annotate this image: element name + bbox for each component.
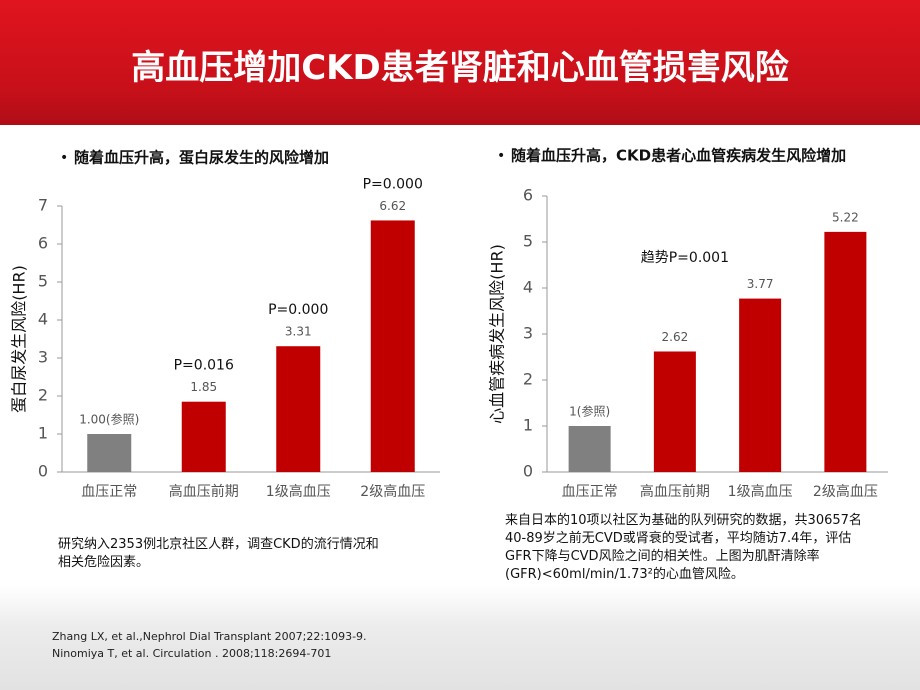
bar <box>181 401 226 472</box>
bar <box>568 426 611 472</box>
note-line: GFR下降与CVD风险之间的相关性。上图为肌酐清除率 <box>505 549 820 564</box>
y-tick-label: 4 <box>523 278 533 297</box>
reference: Zhang LX, et al.,Nephrol Dial Transplant… <box>52 630 367 643</box>
value-label: 3.31 <box>285 325 312 339</box>
value-label: 5.22 <box>832 210 859 224</box>
x-tick-label: 高血压前期 <box>169 483 239 500</box>
note-line: 相关危险因素。 <box>58 555 150 570</box>
y-axis-label: 心血管疾病发生风险(HR) <box>488 244 507 424</box>
x-tick-label: 2级高血压 <box>813 483 878 500</box>
bar <box>87 434 132 472</box>
left-note: 研究纳入2353例北京社区人群，调查CKD的流行情况和 相关危险因素。 <box>58 536 438 572</box>
note-line: 来自日本的10项以社区为基础的队列研究的数据，共30657名 <box>505 513 862 528</box>
value-label: 6.62 <box>379 199 406 213</box>
annotation: P=0.000 <box>268 302 328 318</box>
y-tick-label: 7 <box>38 196 48 215</box>
x-tick-label: 1级高血压 <box>728 483 793 500</box>
y-tick-label: 3 <box>38 348 48 367</box>
x-tick-label: 血压正常 <box>81 484 137 500</box>
x-tick-label: 2级高血压 <box>360 483 425 500</box>
right-note: 来自日本的10项以社区为基础的队列研究的数据，共30657名 40-89岁之前无… <box>505 512 915 584</box>
bar <box>370 220 415 472</box>
annotation: P=0.000 <box>363 176 423 192</box>
x-tick-label: 高血压前期 <box>640 483 710 500</box>
bullet: • <box>60 150 68 166</box>
note-line: 40-89岁之前无CVD或肾衰的受试者，平均随访7.4年，评估 <box>505 531 852 546</box>
value-label: 3.77 <box>747 277 774 291</box>
note-line: 研究纳入2353例北京社区人群，调查CKD的流行情况和 <box>58 537 379 552</box>
bar <box>824 231 867 472</box>
value-label: 1.85 <box>190 380 217 394</box>
y-tick-label: 1 <box>38 424 48 443</box>
bar <box>653 351 696 472</box>
header-band <box>0 0 920 125</box>
y-tick-label: 1 <box>523 416 533 435</box>
value-label: 2.62 <box>662 330 689 344</box>
y-tick-label: 0 <box>523 462 533 481</box>
annotation: P=0.016 <box>174 358 234 374</box>
note-line: (GFR)<60ml/min/1.73²的心血管风险。 <box>505 567 744 582</box>
y-axis-label: 蛋白尿发生风险(HR) <box>10 265 29 413</box>
chart-title: 随着血压升高，CKD患者心血管疾病发生风险增加 <box>511 147 846 165</box>
y-tick-label: 5 <box>38 272 48 291</box>
y-tick-label: 6 <box>38 234 48 253</box>
y-tick-label: 5 <box>523 232 533 251</box>
chart-title: 随着血压升高，蛋白尿发生的风险增加 <box>74 149 329 167</box>
footer-band <box>0 585 920 690</box>
bar <box>276 346 321 472</box>
annotation: 趋势P=0.001 <box>641 250 729 266</box>
reference: Ninomiya T, et al. Circulation . 2008;11… <box>52 647 332 660</box>
y-tick-label: 3 <box>523 324 533 343</box>
y-tick-label: 2 <box>523 370 533 389</box>
slide-title: 高血压增加CKD患者肾脏和心血管损害风险 <box>131 48 789 88</box>
value-label: 1.00(参照) <box>79 412 139 427</box>
y-tick-label: 2 <box>38 386 48 405</box>
y-tick-label: 4 <box>38 310 48 329</box>
y-tick-label: 6 <box>523 186 533 205</box>
y-tick-label: 0 <box>38 462 48 481</box>
x-tick-label: 血压正常 <box>562 484 618 500</box>
bar <box>739 298 782 472</box>
x-tick-label: 1级高血压 <box>266 483 331 500</box>
bullet: • <box>497 148 505 164</box>
value-label: 1(参照) <box>569 404 610 419</box>
